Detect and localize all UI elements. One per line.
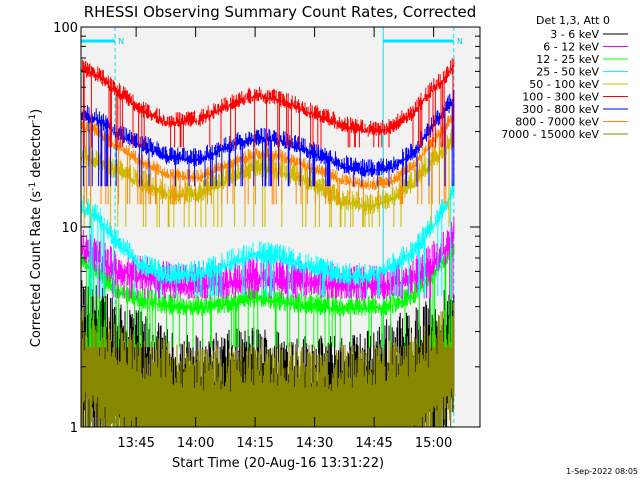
y-axis-label-end: ) [29, 109, 44, 114]
y-tick-label-2: 100 [53, 21, 78, 36]
x-tick-label-3: 14:30 [296, 436, 333, 451]
series-layer [80, 58, 455, 427]
timestamp-label: 1-Sep-2022 08:05 [566, 467, 638, 476]
legend-label-0: 3 - 6 keV [550, 28, 599, 41]
night-marker-0: N [118, 37, 124, 46]
legend-label-4: 50 - 100 keV [529, 78, 599, 91]
y-axis-label-sup1: -1 [28, 182, 38, 191]
x-tick-label-2: 14:15 [236, 436, 273, 451]
y-tick-label-1: 10 [61, 221, 78, 236]
legend-label-1: 6 - 12 keV [543, 41, 599, 54]
x-tick-label-0: 13:45 [117, 436, 154, 451]
chart-title: RHESSI Observing Summary Count Rates, Co… [84, 3, 477, 21]
x-tick-label-1: 14:00 [177, 436, 214, 451]
x-axis-label: Start Time (20-Aug-16 13:31:22) [172, 456, 384, 471]
legend-label-7: 800 - 7000 keV [515, 116, 599, 129]
y-axis-label: Corrected Count Rate (s-1 detector-1) [28, 109, 44, 347]
legend-label-5: 100 - 300 keV [522, 91, 599, 104]
axis-ticks: 1 10 100 13:45 14:00 14:15 14:30 14:45 15:00 [53, 21, 480, 451]
y-axis-label-sup2: -1 [28, 114, 38, 123]
x-tick-label-4: 14:45 [355, 436, 392, 451]
x-tick-label-5: 15:00 [415, 436, 452, 451]
legend-label-3: 25 - 50 keV [536, 66, 599, 79]
y-tick-label-0: 1 [70, 421, 78, 436]
y-axis-label-main: Corrected Count Rate (s [29, 191, 44, 348]
legend-label-8: 7000 - 15000 keV [501, 128, 599, 141]
legend-label-2: 12 - 25 keV [536, 53, 599, 66]
y-axis-label-mid: detector [29, 122, 44, 182]
legend-label-6: 300 - 800 keV [522, 103, 599, 116]
legend-title: Det 1,3, Att 0 [536, 14, 610, 27]
night-marker-1: N [457, 37, 463, 46]
